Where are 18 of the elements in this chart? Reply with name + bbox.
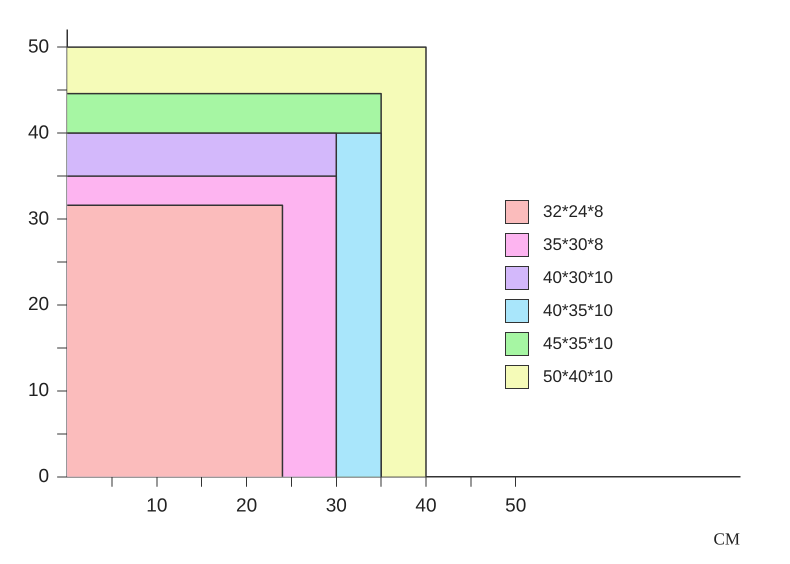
x-tick-label: 20 [236,495,258,516]
x-tick-label: 10 [146,495,168,516]
y-tick-label: 0 [38,466,50,488]
x-tick-label: 40 [415,495,437,516]
legend-label: 32*24*8 [543,202,604,222]
y-tick-label: 20 [28,294,50,316]
y-tick-label: 10 [28,380,50,402]
y-tick-label: 40 [28,122,50,144]
legend-label: 35*30*8 [543,235,604,255]
legend-label: 40*35*10 [543,301,613,321]
x-axis-title: CM [714,529,740,548]
x-tick-label: 50 [505,495,526,516]
y-tick-label: 30 [28,208,50,230]
y-tick-label: 50 [28,36,50,58]
legend-label: 45*35*10 [543,334,613,354]
legend-label: 50*40*10 [543,367,613,387]
x-tick-label: 30 [326,495,347,516]
legend-label: 40*30*10 [543,268,613,288]
